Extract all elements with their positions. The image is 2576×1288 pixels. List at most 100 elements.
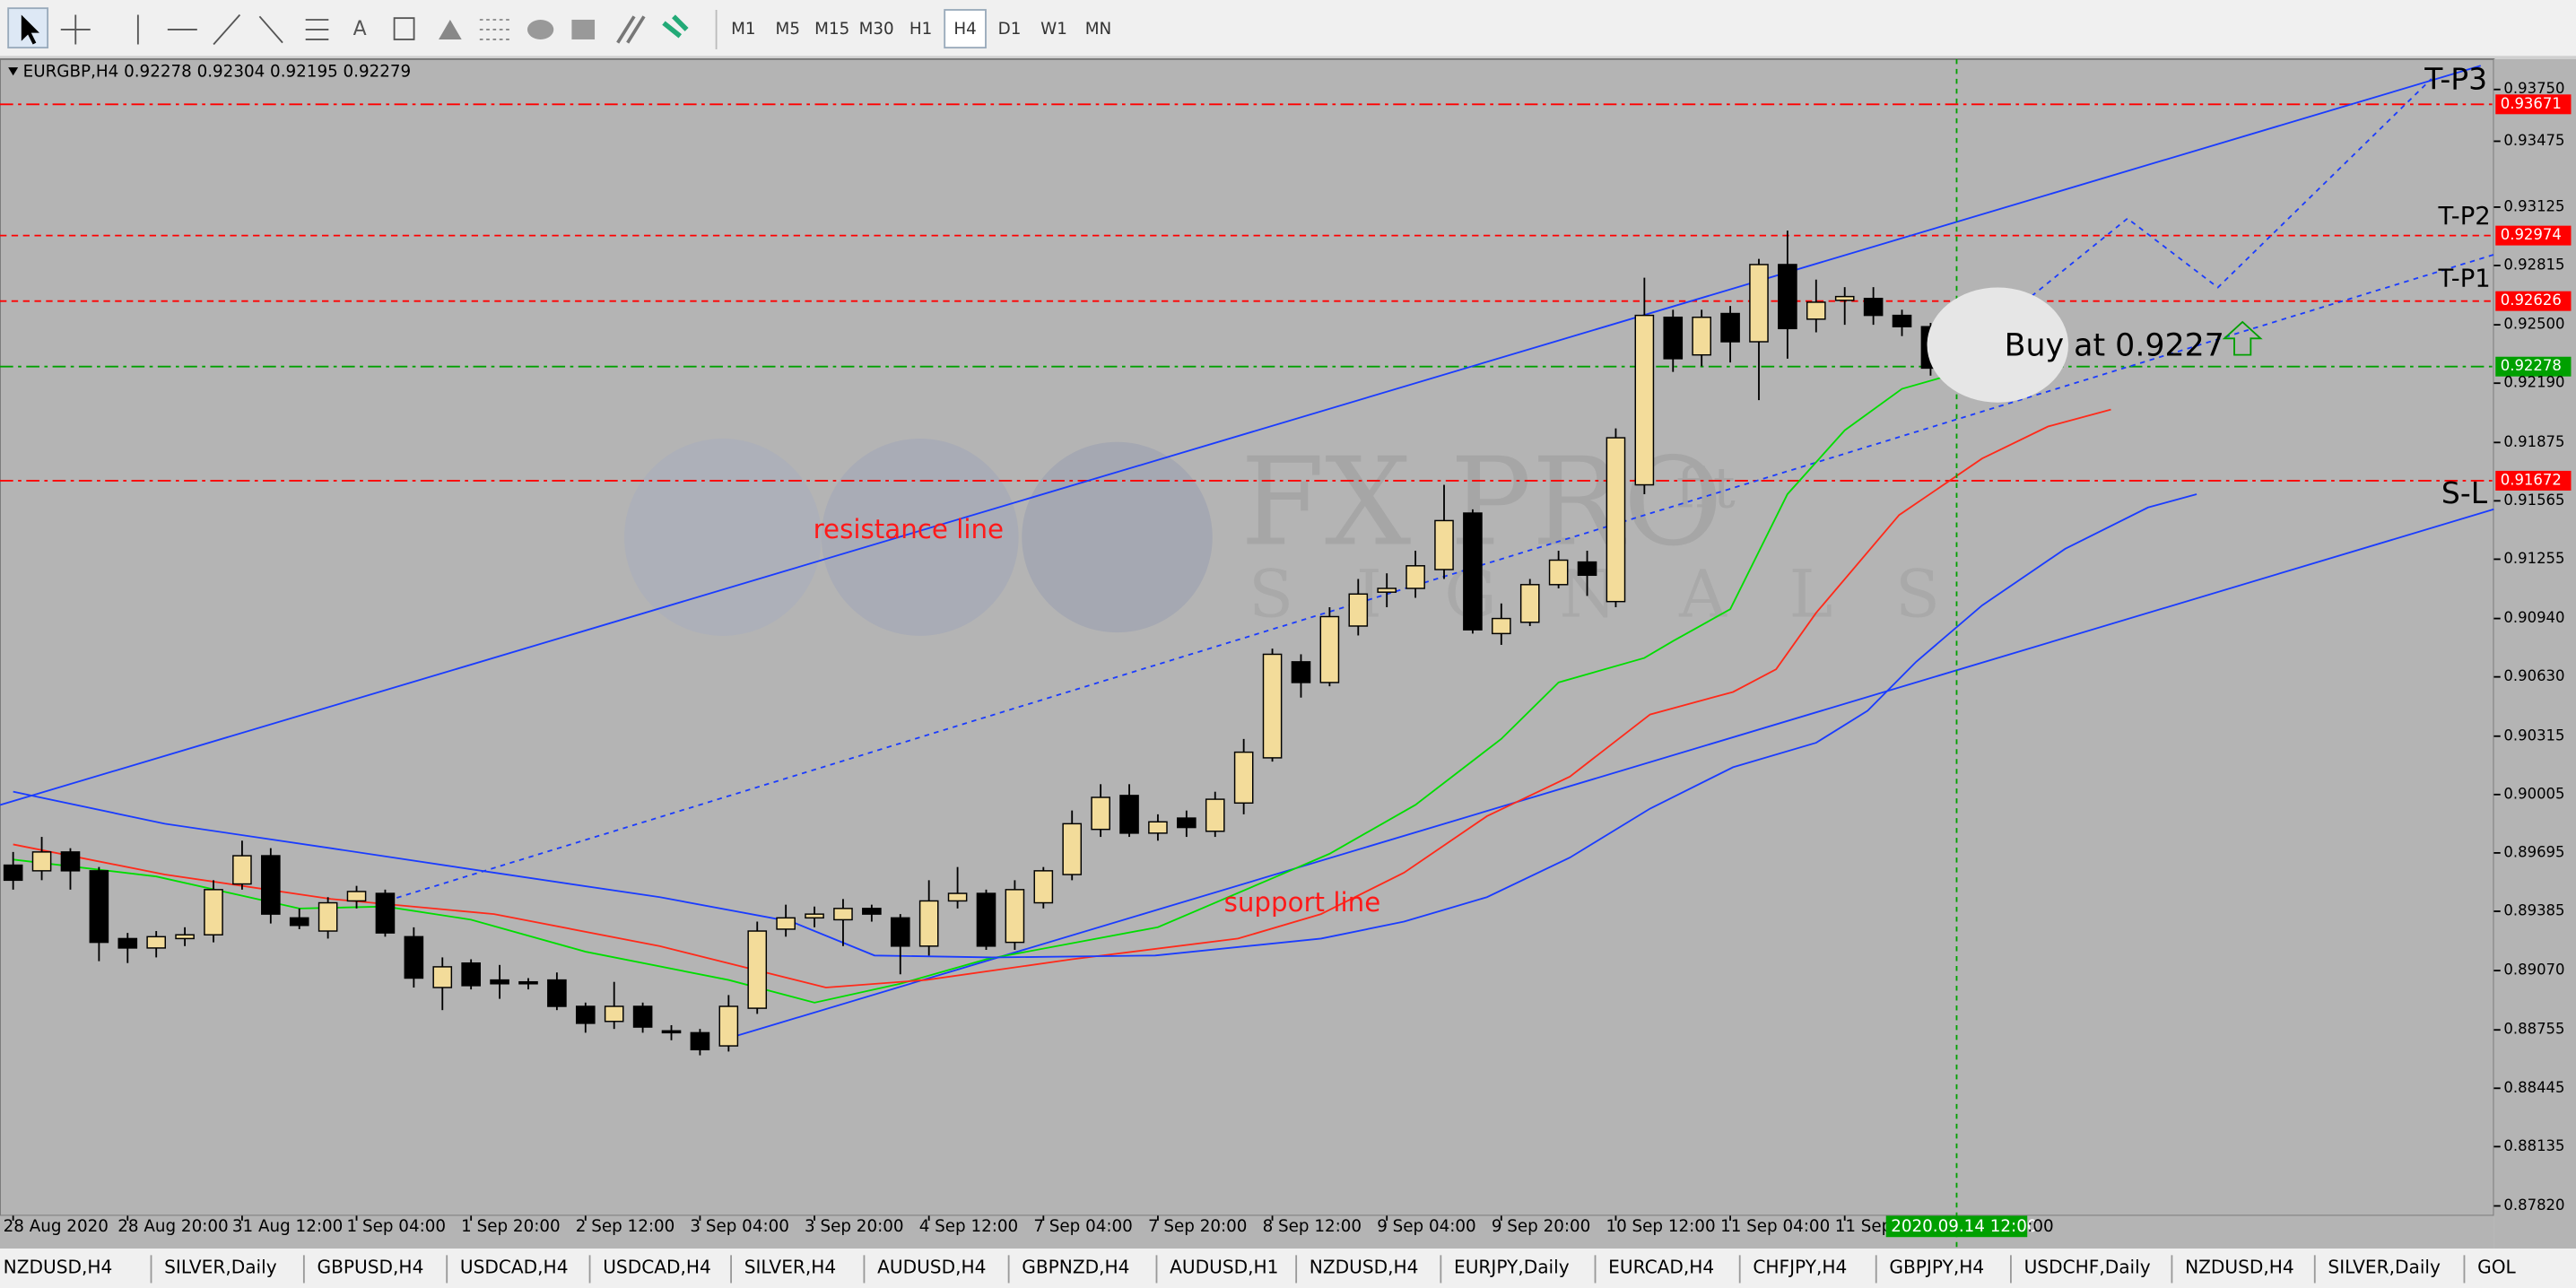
level-box (2495, 356, 2572, 377)
crosshair-tool[interactable] (60, 14, 91, 45)
line-tools[interactable] (136, 13, 241, 46)
entry-highlight (1927, 287, 2069, 403)
moving-average (13, 408, 2111, 988)
tab[interactable]: NZDUSD,H4 (2185, 1257, 2294, 1278)
candle-body (1062, 822, 1083, 875)
x-tick-label: 7 Sep 20:00 (1148, 1217, 1248, 1236)
tab[interactable]: NZDUSD,H4 (1310, 1257, 1419, 1278)
tab[interactable]: SILVER,Daily (2328, 1257, 2441, 1278)
y-tick-label: 0.91565 (2503, 492, 2564, 509)
tab[interactable]: GBPUSD,H4 (318, 1257, 424, 1278)
ellipse-tool[interactable] (527, 19, 554, 39)
candle-body (146, 936, 166, 949)
candle-body (1405, 565, 1425, 589)
candle-body (461, 962, 481, 987)
level-box (2495, 291, 2572, 311)
candle-body (918, 900, 939, 947)
buy-arrow (2222, 320, 2263, 356)
tab[interactable]: AUDUSD,H4 (877, 1257, 986, 1278)
crosshair-box (1885, 1215, 2028, 1238)
crosshair-label: 2020.09.14 12:00 (1891, 1217, 2037, 1236)
candle-body (1319, 615, 1340, 683)
fib-tools[interactable] (258, 15, 329, 44)
y-tick-label: 0.93750 (2503, 80, 2564, 97)
tab[interactable]: AUDUSD,H1 (1170, 1257, 1278, 1278)
tab[interactable]: GBPNZD,H4 (1022, 1257, 1129, 1278)
tab[interactable]: SILVER,Daily (164, 1257, 277, 1278)
candle-body (1119, 795, 1139, 834)
candle-body (432, 966, 453, 988)
timeframe-active (944, 9, 987, 49)
x-tick-label: 31 Aug 12:00 (232, 1217, 343, 1236)
y-tick-label: 0.90940 (2503, 609, 2564, 626)
pitchfork-tool[interactable] (616, 15, 646, 44)
level-box (2495, 225, 2572, 246)
timeframe-button[interactable]: H1 (909, 20, 932, 39)
candle-body (1663, 316, 1684, 360)
tab[interactable]: GOL (2477, 1257, 2516, 1278)
x-tick-label: 9 Sep 04:00 (1377, 1217, 1476, 1236)
y-tick-label: 0.90005 (2503, 785, 2564, 802)
channel-tool[interactable] (479, 19, 509, 40)
x-tick-label: 10 Sep 12:00 (1606, 1217, 1715, 1236)
x-tick-label: 28 Aug 2020 (4, 1217, 109, 1236)
candle-body (60, 851, 81, 872)
y-tick-label: 0.87820 (2503, 1197, 2564, 1214)
timeframe-button[interactable]: H4 (953, 20, 976, 39)
rect-tool[interactable] (571, 19, 596, 39)
tab[interactable]: CHFJPY,H4 (1753, 1257, 1847, 1278)
buy-label: Buy at 0.9227 (2005, 327, 2224, 363)
candle-body (1233, 751, 1254, 805)
level-label: 0.92278 (2501, 357, 2562, 374)
level-label: 0.92626 (2501, 292, 2562, 309)
toolbar (0, 0, 2576, 57)
arrow-tool[interactable] (439, 19, 462, 39)
candle-body (1291, 661, 1311, 683)
y-tick-label: 0.90315 (2503, 727, 2564, 744)
candle-body (1148, 821, 1168, 834)
tab[interactable]: GBPJPY,H4 (1889, 1257, 1984, 1278)
level-box (2495, 470, 2572, 491)
x-tick-label: 8 Sep 12:00 (1263, 1217, 1362, 1236)
timeframe-button[interactable]: M5 (776, 20, 800, 39)
tab[interactable]: NZDUSD,H4 (4, 1257, 113, 1278)
tab[interactable]: USDCAD,H4 (603, 1257, 711, 1278)
tab[interactable]: USDCAD,H4 (460, 1257, 569, 1278)
arrows-tool[interactable] (662, 14, 689, 39)
resistance-label: resistance line (814, 514, 1004, 544)
y-tick-label: 0.89385 (2503, 901, 2564, 918)
x-tick-label: 3 Sep 20:00 (805, 1217, 904, 1236)
y-tick-label: 0.89070 (2503, 962, 2564, 979)
tab[interactable]: SILVER,H4 (744, 1257, 837, 1278)
tab[interactable]: EURCAD,H4 (1608, 1257, 1714, 1278)
candle-body (1177, 817, 1197, 829)
x-tick-label: 11 Sep (1835, 1217, 1893, 1236)
y-tick-label: 0.88445 (2503, 1079, 2564, 1096)
candle-body (776, 917, 796, 930)
chart-header: EURGBP,H4 0.92278 0.92304 0.92195 0.9227… (23, 63, 412, 82)
candle-body (404, 936, 424, 979)
label-tool[interactable] (393, 17, 415, 40)
timeframe-button[interactable]: M15 (814, 20, 849, 39)
timeframe-button[interactable]: M30 (859, 20, 894, 39)
cursor-tool[interactable] (7, 7, 49, 49)
y-tick-label: 0.92815 (2503, 256, 2564, 273)
timeframe-button[interactable]: M1 (731, 20, 755, 39)
moving-average (13, 353, 2046, 1004)
y-tick-label: 0.90630 (2503, 667, 2564, 684)
tab[interactable]: USDCHF,Daily (2024, 1257, 2151, 1278)
tab[interactable]: EURJPY,Daily (1454, 1257, 1570, 1278)
watermark-circle (821, 439, 1019, 636)
cursor-icon (21, 14, 39, 45)
tabs: NZDUSD,H4 SILVER,Daily GBPUSD,H4 USDCAD,H4 U… (4, 1255, 2517, 1284)
candle-body (604, 1005, 624, 1023)
candle-body (1377, 587, 1397, 593)
candle-body (890, 917, 910, 947)
resistance-trendline (0, 65, 2482, 806)
timeframe-button[interactable]: D1 (998, 20, 1022, 39)
timeframe-button[interactable]: W1 (1040, 20, 1067, 39)
timeframe-button[interactable]: MN (1085, 20, 1111, 39)
candle-body (947, 892, 968, 902)
text-tool[interactable]: A (353, 18, 367, 40)
